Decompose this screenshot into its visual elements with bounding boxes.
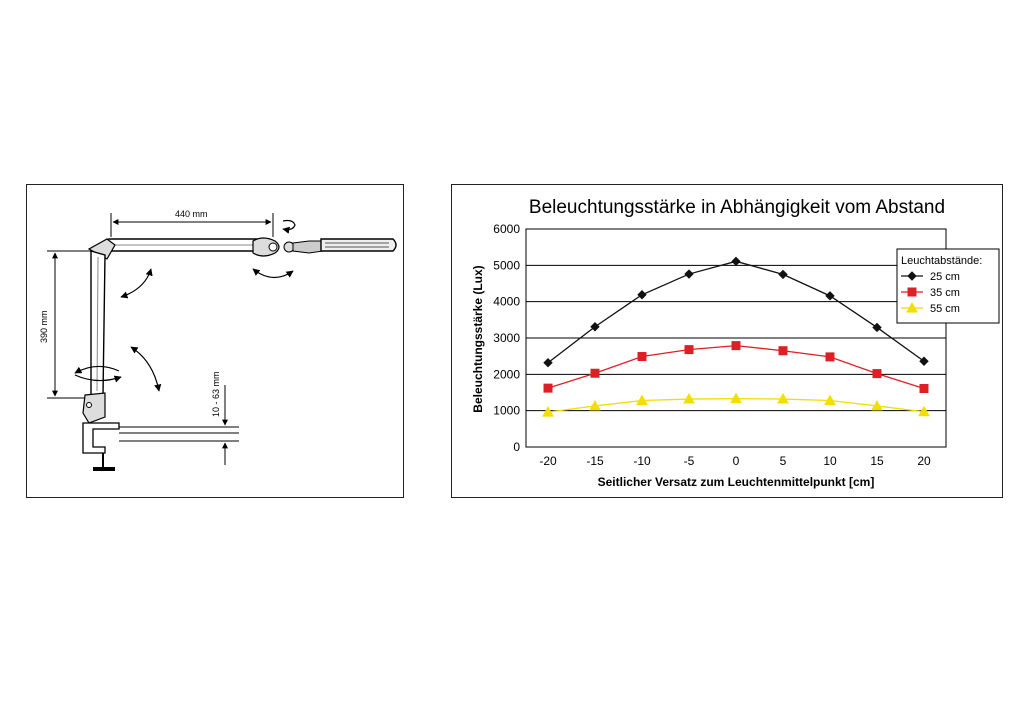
x-tick-label: -15 xyxy=(586,454,604,468)
data-point xyxy=(872,369,882,379)
data-point xyxy=(542,406,554,417)
series-group xyxy=(542,256,930,417)
x-tick-label: 0 xyxy=(733,454,740,468)
data-point xyxy=(637,352,647,362)
lamp-vertical-arm xyxy=(90,250,106,398)
data-point xyxy=(872,322,882,333)
data-point xyxy=(825,291,835,301)
y-tick-labels: 0 1000 2000 3000 4000 5000 6000 xyxy=(493,222,520,454)
legend-item: 25 cm xyxy=(901,271,960,283)
legend-label: 55 cm xyxy=(930,303,960,315)
data-point xyxy=(824,394,836,405)
data-point xyxy=(919,356,929,366)
legend-items: 25 cm 35 cm 55 cm xyxy=(901,271,960,315)
lamp-head xyxy=(252,237,397,257)
clamp-range-label: 10 - 63 mm xyxy=(211,371,221,417)
legend-marker xyxy=(907,287,917,297)
data-point xyxy=(778,269,788,280)
x-tick-label: -20 xyxy=(539,454,557,468)
data-point xyxy=(684,345,694,355)
y-tick-label: 6000 xyxy=(493,222,520,236)
legend: Leuchtabstände: 25 cm 35 cm 55 cm xyxy=(896,248,1000,324)
legend-item: 55 cm xyxy=(901,301,960,315)
x-tick-label: 5 xyxy=(780,454,787,468)
head-rotation-arrow xyxy=(282,219,296,234)
data-point xyxy=(731,256,741,267)
legend-label: 25 cm xyxy=(930,271,960,283)
chart-panel: Beleuchtungsstärke in Abhängigkeit vom A… xyxy=(451,184,1003,498)
y-tick-label: 5000 xyxy=(493,258,520,272)
legend-item: 35 cm xyxy=(901,287,960,299)
data-point xyxy=(777,393,789,404)
y-tick-label: 2000 xyxy=(493,367,520,381)
x-tick-label: 15 xyxy=(870,454,884,468)
series-1 xyxy=(543,341,929,394)
y-tick-label: 1000 xyxy=(493,404,520,418)
y-tick-label: 4000 xyxy=(493,295,520,309)
chart-title: Beleuchtungsstärke in Abhängigkeit vom A… xyxy=(529,197,945,218)
legend-label: 35 cm xyxy=(930,287,960,299)
y-tick-label: 3000 xyxy=(493,331,520,345)
data-point xyxy=(731,341,741,351)
height-label: 390 mm xyxy=(39,310,49,343)
data-point xyxy=(590,368,600,378)
lamp-drawing-panel: 440 mm 390 mm xyxy=(26,184,404,498)
lamp-drawing: 440 mm 390 mm xyxy=(39,209,397,471)
data-point xyxy=(684,269,694,279)
lamp-clamp xyxy=(82,392,120,471)
x-tick-labels: -20 -15 -10 -5 0 5 10 15 20 xyxy=(539,454,931,468)
swing-arrows xyxy=(74,268,294,392)
height-dimension: 390 mm xyxy=(39,250,97,399)
data-point xyxy=(590,322,600,332)
data-point xyxy=(589,399,601,411)
legend-marker xyxy=(906,301,918,313)
x-tick-label: 10 xyxy=(823,454,837,468)
arm-length-dimension: 440 mm xyxy=(110,209,274,237)
lamp-upper-arm xyxy=(91,238,260,252)
x-tick-label: 20 xyxy=(917,454,931,468)
data-point xyxy=(543,383,553,393)
series-0 xyxy=(543,256,929,368)
legend-title: Leuchtabstände: xyxy=(901,255,982,267)
x-tick-label: -5 xyxy=(684,454,695,468)
y-tick-label: 0 xyxy=(513,440,520,454)
y-axis-label: Beleuchtungsstärke (Lux) xyxy=(471,265,485,412)
legend-marker xyxy=(907,271,917,281)
data-point xyxy=(919,384,929,394)
illuminance-chart: Beleuchtungsstärke in Abhängigkeit vom A… xyxy=(471,197,1000,489)
data-point xyxy=(683,393,695,404)
data-point xyxy=(918,405,930,417)
data-point xyxy=(871,399,883,411)
data-point xyxy=(543,357,553,368)
data-point xyxy=(825,352,835,362)
series-2 xyxy=(542,392,930,417)
arm-length-label: 440 mm xyxy=(175,209,208,219)
x-axis-label: Seitlicher Versatz zum Leuchtenmittelpun… xyxy=(598,475,875,489)
data-point xyxy=(778,346,788,356)
clamp-range-dimension: 10 - 63 mm xyxy=(119,371,239,465)
data-point xyxy=(636,394,648,405)
data-point xyxy=(637,290,647,300)
data-point xyxy=(730,392,742,404)
x-tick-label: -10 xyxy=(633,454,651,468)
